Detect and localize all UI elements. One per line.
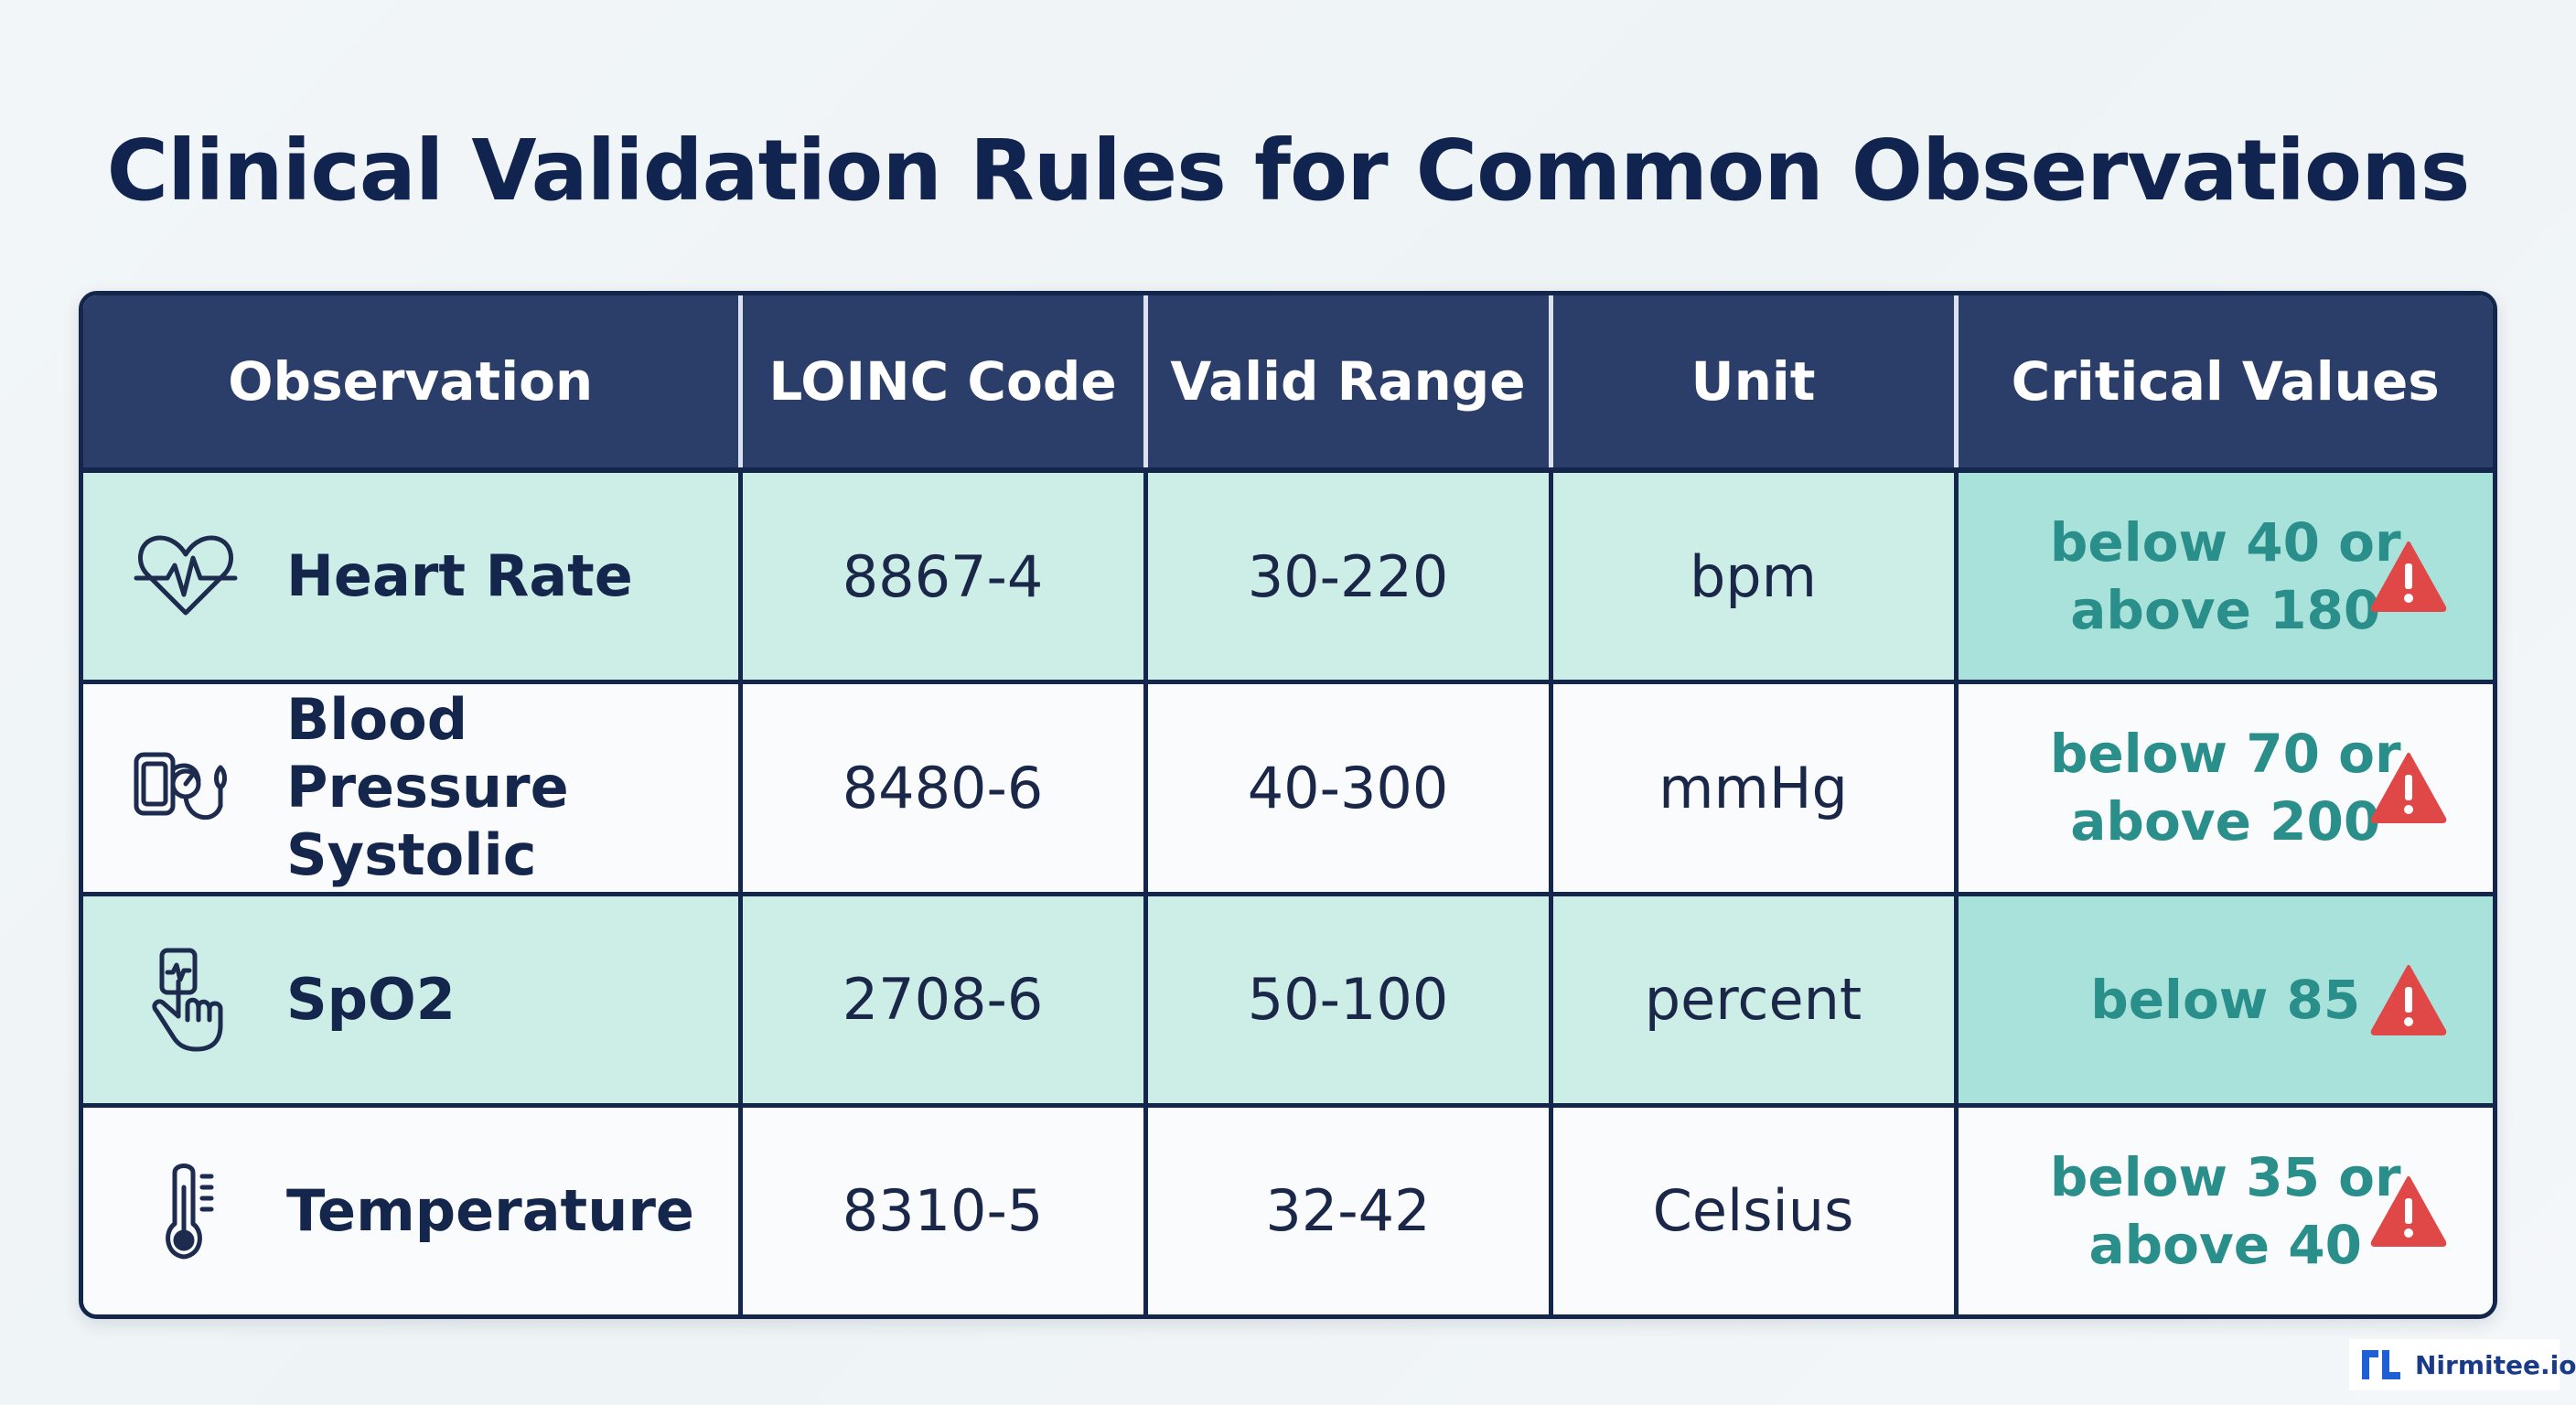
unit-cell: mmHg <box>1551 680 1959 894</box>
observation-label: Temperature <box>286 1176 694 1244</box>
warning-triangle-icon <box>2370 963 2447 1036</box>
loinc-cell: 8310-5 <box>740 1102 1148 1314</box>
unit-cell: percent <box>1551 891 1959 1106</box>
unit-cell: Celsius <box>1551 1102 1959 1314</box>
observation-cell: Blood Pressure Systolic <box>83 680 743 894</box>
range-cell: 50-100 <box>1145 891 1553 1106</box>
critical-cell: below 40 or above 180 <box>1956 467 2493 682</box>
blood-pressure-monitor-icon <box>131 733 241 842</box>
heart-rate-icon <box>131 521 241 631</box>
table-header-row: Observation LOINC Code Valid Range Unit … <box>83 295 2493 473</box>
header-unit: Unit <box>1551 295 1959 473</box>
unit-cell: bpm <box>1551 467 1959 682</box>
critical-cell: below 85 <box>1956 891 2493 1106</box>
critical-cell: below 70 or above 200 <box>1956 680 2493 894</box>
observation-cell: Temperature <box>83 1102 743 1314</box>
loinc-cell: 2708-6 <box>740 891 1148 1106</box>
range-cell: 32-42 <box>1145 1102 1553 1314</box>
loinc-cell: 8867-4 <box>740 467 1148 682</box>
page-title: Clinical Validation Rules for Common Obs… <box>106 122 2471 220</box>
observation-cell: SpO2 <box>83 891 743 1106</box>
range-cell: 30-220 <box>1145 467 1553 682</box>
observation-cell: Heart Rate <box>83 467 743 682</box>
observation-label: Heart Rate <box>286 542 633 610</box>
nirmitee-logo-icon <box>2360 1346 2402 1383</box>
header-critical-values: Critical Values <box>1956 295 2493 473</box>
critical-values-text: below 70 or above 200 <box>2049 723 2401 853</box>
warning-triangle-icon <box>2370 1174 2447 1248</box>
table-row: Blood Pressure Systolic 8480-6 40-300 mm… <box>83 680 2493 894</box>
critical-values-text: below 35 or above 40 <box>2049 1145 2401 1276</box>
loinc-cell: 8480-6 <box>740 680 1148 894</box>
observation-label: SpO2 <box>286 965 456 1033</box>
header-loinc-code: LOINC Code <box>740 295 1148 473</box>
thermometer-icon <box>131 1156 241 1266</box>
pulse-oximeter-finger-icon <box>131 945 241 1055</box>
table-row: SpO2 2708-6 50-100 percent below 85 <box>83 891 2493 1106</box>
critical-values-text: below 40 or above 180 <box>2049 511 2401 642</box>
brand-name: Nirmitee.io <box>2415 1349 2576 1380</box>
table-row: Heart Rate 8867-4 30-220 bpm below 40 or… <box>83 467 2493 682</box>
critical-cell: below 35 or above 40 <box>1956 1102 2493 1314</box>
observation-label: Blood Pressure Systolic <box>286 686 569 889</box>
warning-triangle-icon <box>2370 751 2447 824</box>
header-valid-range: Valid Range <box>1145 295 1553 473</box>
range-cell: 40-300 <box>1145 680 1553 894</box>
warning-triangle-icon <box>2370 540 2447 613</box>
brand-badge[interactable]: Nirmitee.io <box>2349 1339 2576 1390</box>
critical-values-text: below 85 <box>2090 968 2361 1031</box>
table-row: Temperature 8310-5 32-42 Celsius below 3… <box>83 1102 2493 1314</box>
header-observation: Observation <box>83 295 743 473</box>
validation-rules-table: Observation LOINC Code Valid Range Unit … <box>79 291 2497 1319</box>
